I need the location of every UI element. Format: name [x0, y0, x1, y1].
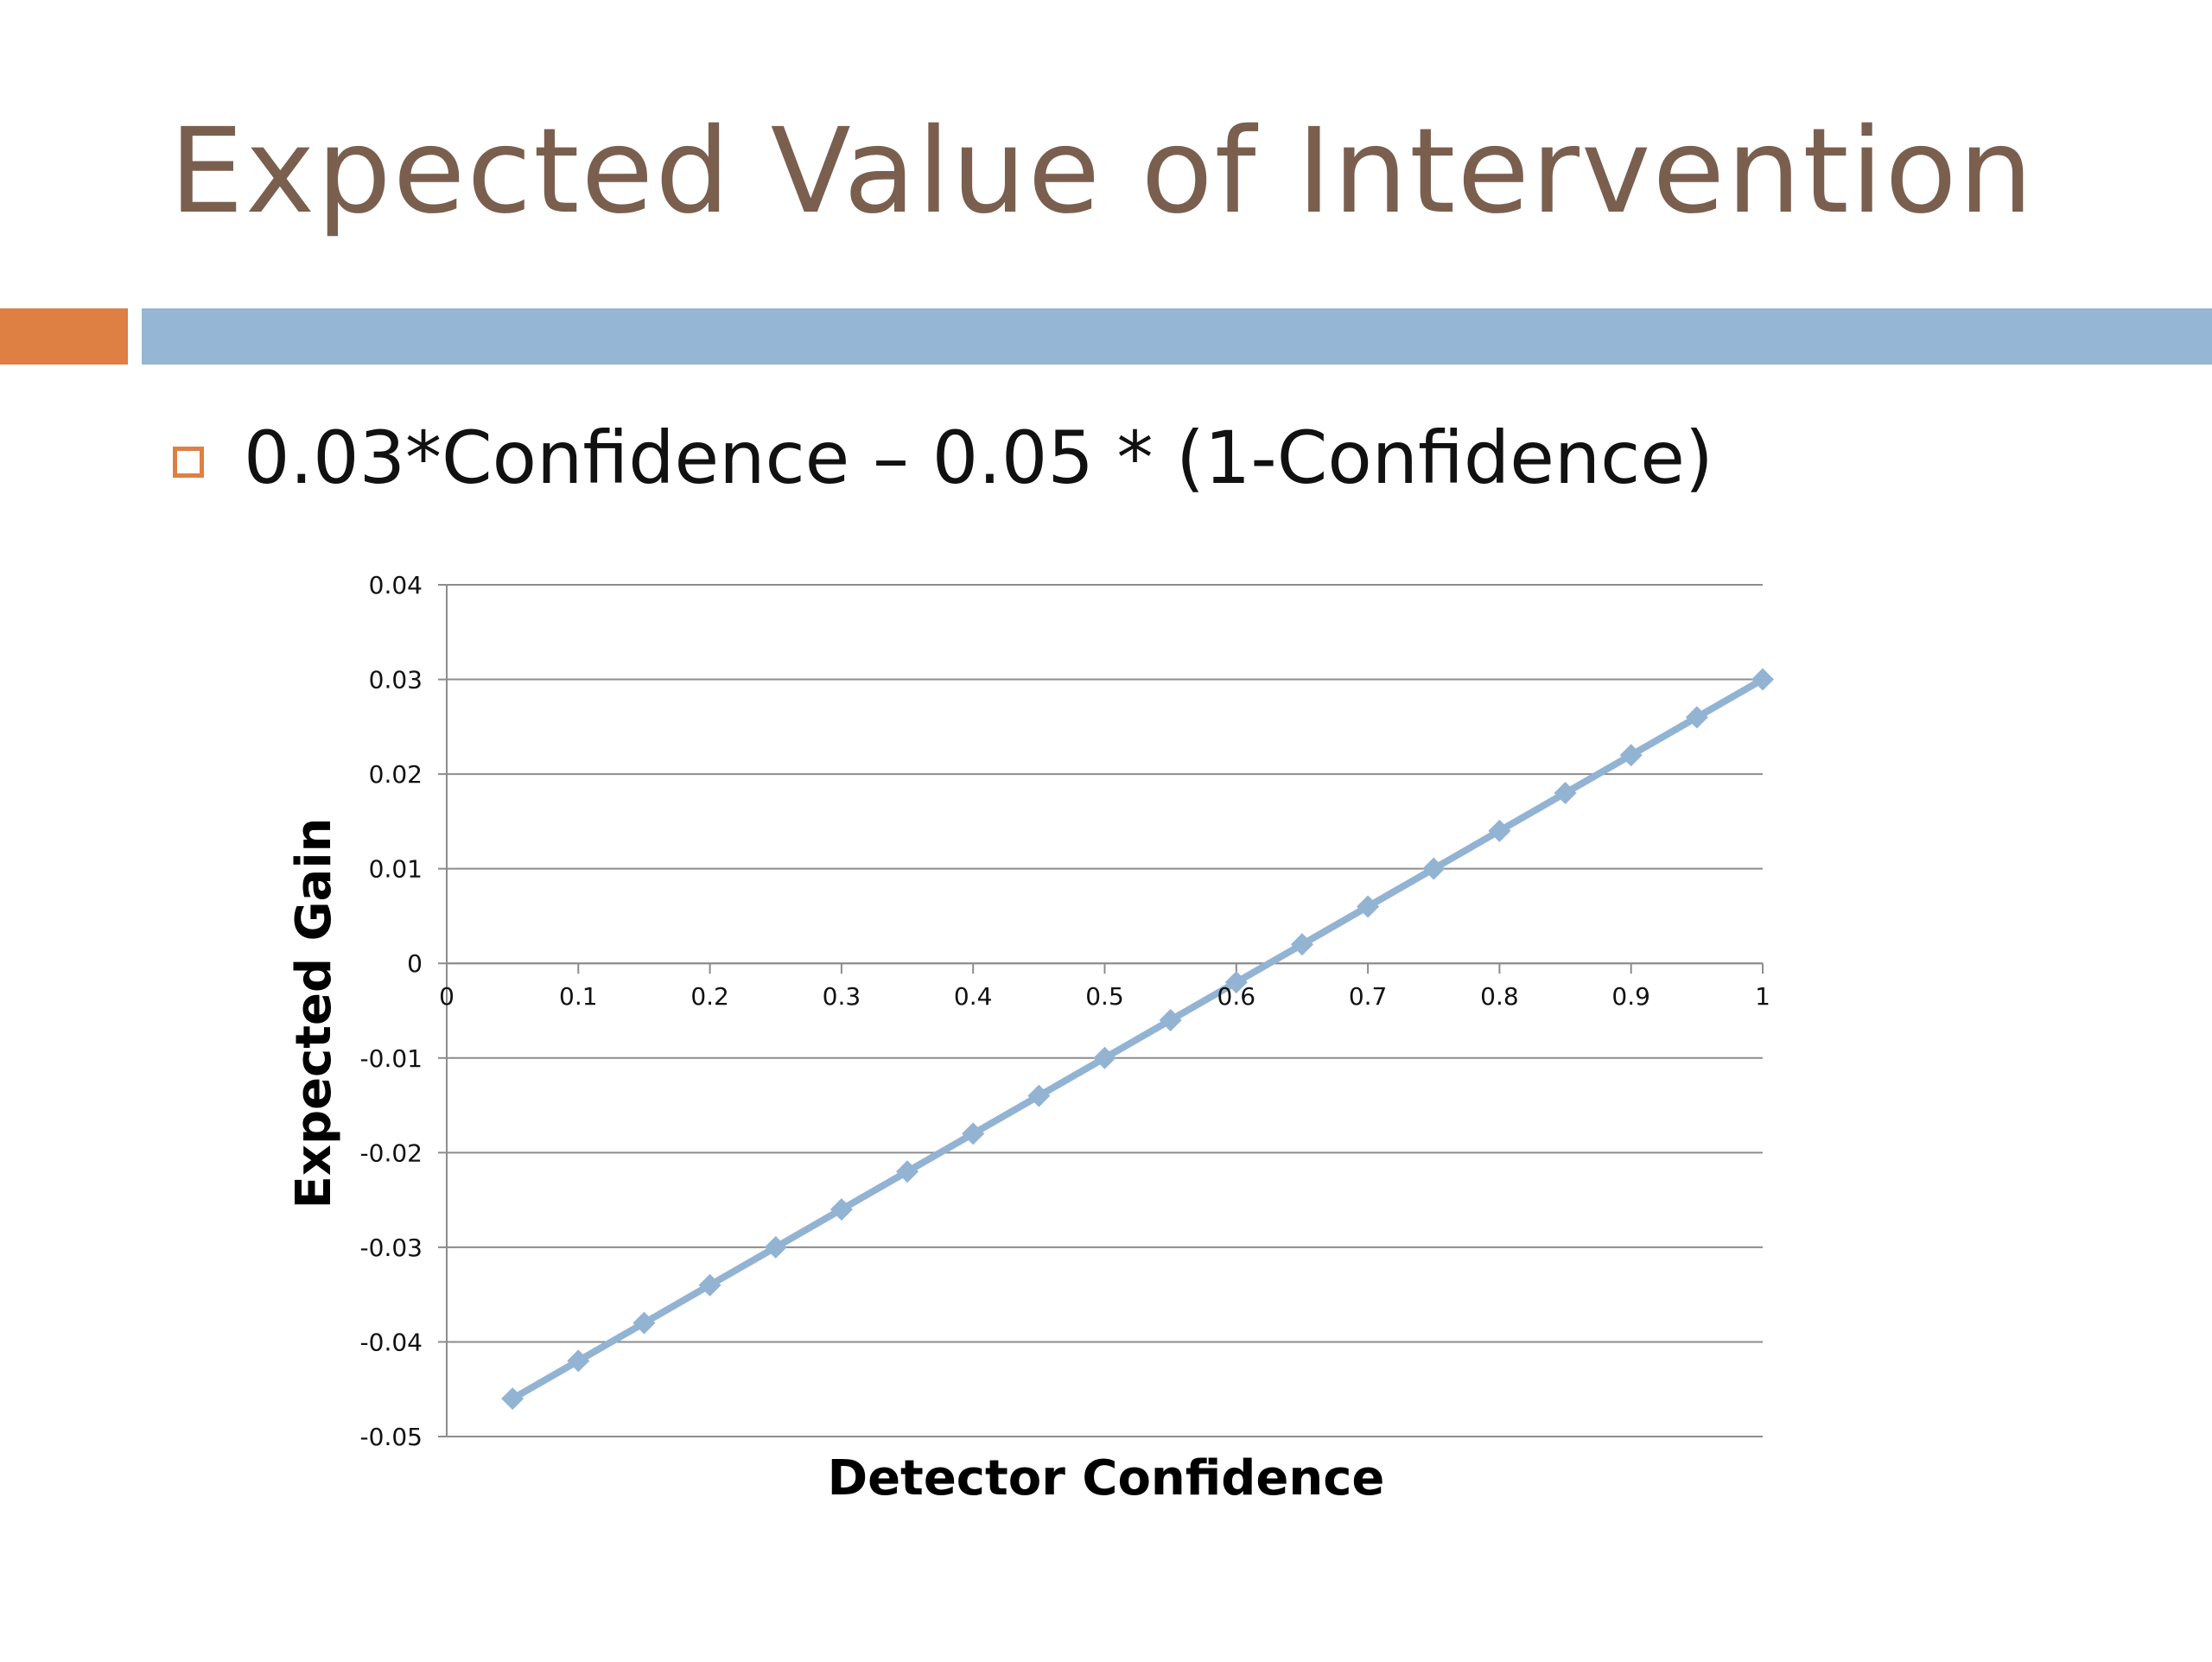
x-tick-label: 0	[439, 982, 454, 1011]
y-tick-label: -0.02	[360, 1139, 423, 1167]
bullet-item: 0.03*Confidence – 0.05 * (1-Confidence)	[173, 406, 1713, 510]
y-tick-label: 0.02	[369, 760, 423, 789]
x-tick-label: 0.8	[1480, 982, 1519, 1011]
data-point-marker	[1159, 1008, 1182, 1031]
data-point-marker	[632, 1311, 656, 1335]
data-point-marker	[830, 1198, 853, 1221]
data-point-marker	[1554, 782, 1577, 805]
y-axis-label: Expected Gain	[286, 818, 342, 1209]
slide-title: Expected Value of Intervention	[169, 104, 2035, 240]
data-point-marker	[1224, 971, 1248, 994]
x-tick-label: 0.6	[1217, 982, 1256, 1011]
tick-labels: 0.04 0.03 0.02 0.01 0 -0.01 -0.02 -0.03 -0.04 -0.…	[360, 571, 1770, 1451]
title-rule-accent	[0, 308, 128, 365]
x-axis-label: Detector Confidence	[828, 1450, 1385, 1507]
x-tick-label: 0.2	[690, 982, 729, 1011]
axes	[438, 584, 1764, 1437]
data-point-marker	[1290, 933, 1313, 956]
series-line-path	[509, 676, 1766, 1403]
data-point-marker	[896, 1160, 919, 1183]
x-tick-label: 0.9	[1611, 982, 1650, 1011]
y-tick-label: 0	[407, 949, 423, 978]
y-tick-label: -0.01	[360, 1044, 423, 1073]
data-point-marker	[698, 1273, 721, 1297]
data-point-marker	[1685, 706, 1708, 729]
data-point-marker	[1093, 1046, 1116, 1069]
data-point-marker	[764, 1235, 787, 1259]
data-point-marker	[962, 1122, 985, 1145]
data-point-marker	[1422, 857, 1446, 880]
data-point-marker	[1027, 1084, 1051, 1107]
x-tick-label: 0.1	[559, 982, 598, 1011]
data-point-marker	[567, 1349, 590, 1373]
bullet-square-icon	[173, 447, 204, 478]
data-point-marker	[1488, 819, 1511, 842]
y-tick-label: 0.03	[369, 666, 423, 695]
x-tick-label: 0.4	[954, 982, 993, 1011]
data-point-marker	[1357, 895, 1380, 918]
y-tick-label: 0.01	[369, 855, 423, 884]
y-tick-label: 0.04	[369, 571, 423, 599]
data-point-marker	[1619, 744, 1643, 767]
x-tick-label: 0.5	[1085, 982, 1124, 1011]
x-tick-label: 0.3	[823, 982, 861, 1011]
x-tick-label: 1	[1755, 982, 1770, 1011]
data-point-marker	[501, 1387, 524, 1411]
data-point-marker	[1751, 668, 1774, 691]
series-line	[509, 676, 1766, 1403]
bullet-formula: 0.03*Confidence – 0.05 * (1-Confidence)	[244, 416, 1713, 500]
series-markers	[501, 668, 1774, 1411]
title-rule-band	[142, 308, 2212, 365]
y-tick-label: -0.04	[360, 1328, 423, 1356]
y-tick-label: -0.03	[360, 1234, 423, 1262]
x-tick-label: 0.7	[1349, 982, 1388, 1011]
y-tick-label: -0.05	[360, 1423, 423, 1451]
